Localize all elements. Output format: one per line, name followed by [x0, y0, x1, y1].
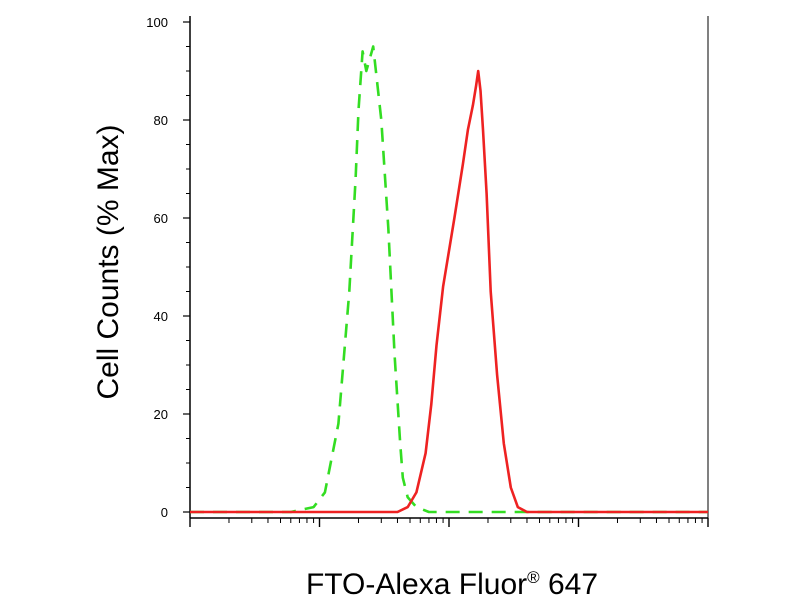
x-axis-title: FTO-Alexa Fluor® 647 — [306, 568, 598, 600]
x-axis-title-superscript: ® — [527, 568, 540, 587]
y-tick-label: 100 — [146, 15, 168, 30]
x-axis-title-suffix: 647 — [540, 568, 598, 600]
y-tick-label: 80 — [154, 113, 168, 128]
y-tick-label: 40 — [154, 309, 168, 324]
y-tick-label: 60 — [154, 211, 168, 226]
series-solid-line — [190, 69, 708, 514]
series-dashed-line — [190, 45, 708, 514]
y-axis-ticks: 0 20 40 60 80 100 — [146, 15, 190, 520]
y-tick-label: 20 — [154, 407, 168, 422]
x-axis-ticks — [189, 518, 709, 527]
y-tick-label: 0 — [161, 505, 168, 520]
y-axis-title: Cell Counts (% Max) — [92, 124, 125, 399]
plot-frame — [189, 16, 709, 519]
series-layer — [190, 45, 708, 514]
x-axis-title-main: FTO-Alexa Fluor — [306, 568, 527, 600]
